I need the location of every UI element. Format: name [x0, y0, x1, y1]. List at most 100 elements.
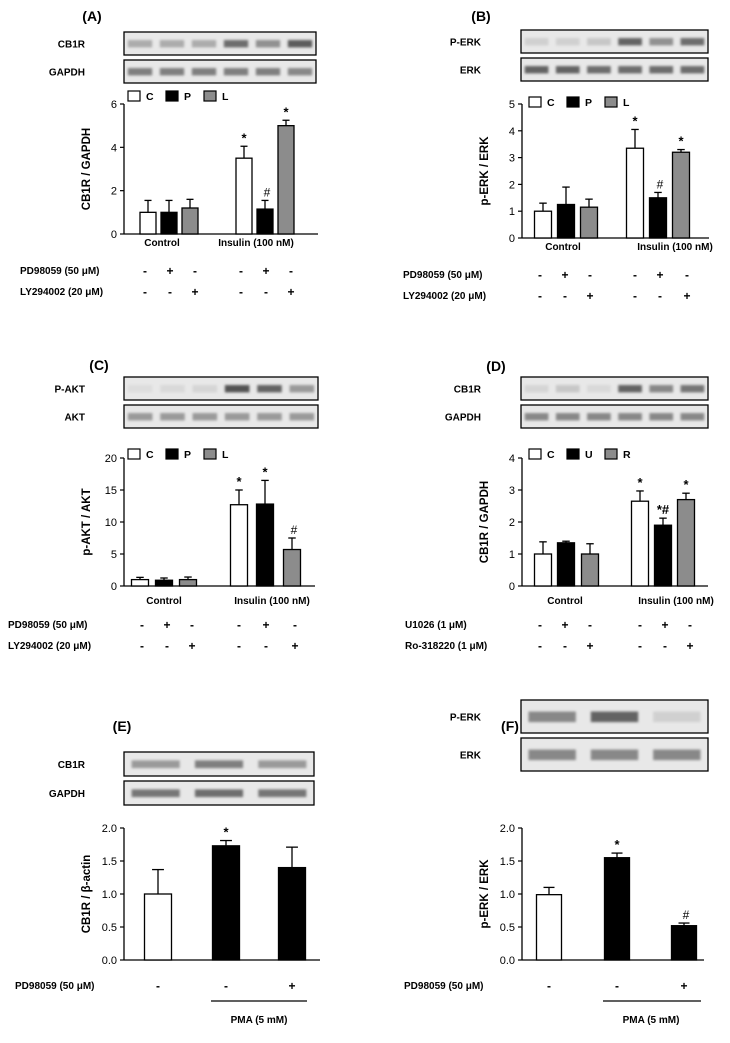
bar — [535, 894, 563, 961]
blot-row-label: ERK — [460, 751, 482, 762]
panel-a: (A) CB1R GAPDH 0 2 4 6 CB1R / GAPDH * # * Control In… — [20, 8, 318, 299]
y-tick-label: 3 — [509, 485, 515, 497]
bar-p — [256, 208, 274, 235]
legend-label: P — [585, 97, 592, 109]
blot-band — [680, 66, 705, 74]
blot-row-label: ERK — [460, 66, 482, 77]
treatment-sign: - — [588, 268, 592, 282]
treatment-label: PD98059 (50 μM) — [8, 620, 88, 631]
legend-label: P — [184, 449, 191, 461]
treatment-label: U1026 (1 μM) — [405, 620, 467, 631]
panel-label: (A) — [82, 8, 101, 24]
treatment-sign: - — [156, 979, 160, 993]
blot-band — [555, 38, 580, 46]
legend-swatch — [203, 448, 217, 460]
treatment-sign: + — [683, 289, 690, 303]
blot-band — [287, 68, 313, 76]
treatment-sign: - — [143, 264, 147, 278]
blot-band — [528, 711, 576, 723]
blot-band — [255, 40, 281, 48]
treatment-sign: - — [264, 285, 268, 299]
treatment-sign: - — [547, 979, 551, 993]
blot-band — [258, 789, 307, 798]
blot-row-label: AKT — [64, 413, 85, 424]
y-tick-label: 2 — [111, 186, 117, 198]
blot-band — [194, 789, 244, 798]
treatment-sign: - — [224, 979, 228, 993]
blot-band — [587, 66, 611, 74]
blot-row-label: GAPDH — [49, 68, 85, 79]
blot-band — [653, 749, 701, 761]
treatment-sign: - — [538, 639, 542, 653]
blot-band — [223, 40, 249, 48]
y-tick-label: 5 — [509, 99, 515, 111]
treatment-sign: + — [586, 289, 593, 303]
bar-p — [160, 211, 178, 235]
blot-band — [587, 38, 611, 46]
panel-label: (E) — [113, 718, 132, 734]
legend-label: C — [146, 449, 154, 461]
category-label: Insulin (100 nM) — [234, 596, 310, 607]
legend-label: R — [623, 449, 631, 461]
blot-strip — [123, 31, 317, 56]
significance-mark: * — [678, 134, 684, 149]
treatment-sign: - — [264, 639, 268, 653]
bar-p — [255, 503, 275, 587]
bar-c — [625, 147, 645, 239]
treatment-sign: - — [237, 618, 241, 632]
treatment-sign: + — [262, 618, 269, 632]
significance-mark: * — [614, 837, 620, 852]
treatment-sign: - — [638, 618, 642, 632]
significance-mark: # — [291, 523, 298, 537]
treatment-sign: - — [638, 639, 642, 653]
blot-band — [159, 68, 185, 76]
treatment-sign: - — [685, 268, 689, 282]
y-tick-label: 15 — [105, 485, 117, 497]
treatment-sign: + — [680, 979, 687, 993]
blot-row-label: GAPDH — [49, 789, 85, 800]
y-axis-label: CB1R / β-actin — [81, 855, 93, 934]
y-tick-label: 1.5 — [500, 856, 515, 868]
bar — [670, 925, 698, 961]
y-tick-label: 0.5 — [500, 922, 515, 934]
significance-mark: * — [632, 113, 638, 128]
treatment-label: Ro-318220 (1 μM) — [405, 641, 487, 652]
legend-label: P — [184, 91, 191, 103]
blot-band — [127, 40, 153, 48]
blot-band — [649, 66, 674, 74]
panel-b: (B) P-ERK ERK 0 1 2 3 4 5 p-ERK / ERK * # * Control In… — [403, 8, 713, 303]
treatment-sign: - — [140, 639, 144, 653]
y-tick-label: 2.0 — [102, 823, 117, 835]
y-tick-label: 1 — [509, 206, 515, 218]
treatment-sign: + — [661, 618, 668, 632]
group-label: PMA (5 mM) — [623, 1015, 680, 1026]
blot-band — [649, 38, 674, 46]
legend-label: L — [222, 91, 229, 103]
blot-row-label: P-ERK — [450, 38, 482, 49]
y-tick-label: 4 — [509, 126, 515, 138]
blot-row-label: CB1R — [58, 40, 86, 51]
treatment-sign: - — [563, 639, 567, 653]
bar-c — [229, 504, 249, 587]
blot-band — [680, 38, 705, 46]
y-tick-label: 0 — [509, 233, 515, 245]
blot-strip — [520, 57, 709, 82]
y-tick-label: 0 — [509, 581, 515, 593]
category-label: Control — [144, 238, 180, 249]
treatment-sign: - — [168, 285, 172, 299]
treatment-label: LY294002 (20 μM) — [403, 291, 486, 302]
blot-band — [653, 711, 701, 723]
bar-c — [630, 500, 650, 587]
bar-l — [671, 151, 691, 239]
bar-r — [580, 553, 600, 587]
blot-band — [680, 413, 705, 421]
treatment-sign: - — [538, 268, 542, 282]
bar-l — [181, 207, 199, 235]
treatment-sign: - — [140, 618, 144, 632]
panel-label: (C) — [89, 357, 108, 373]
blot-band — [524, 38, 549, 46]
blot-band — [590, 711, 639, 723]
bar-l — [178, 578, 198, 587]
